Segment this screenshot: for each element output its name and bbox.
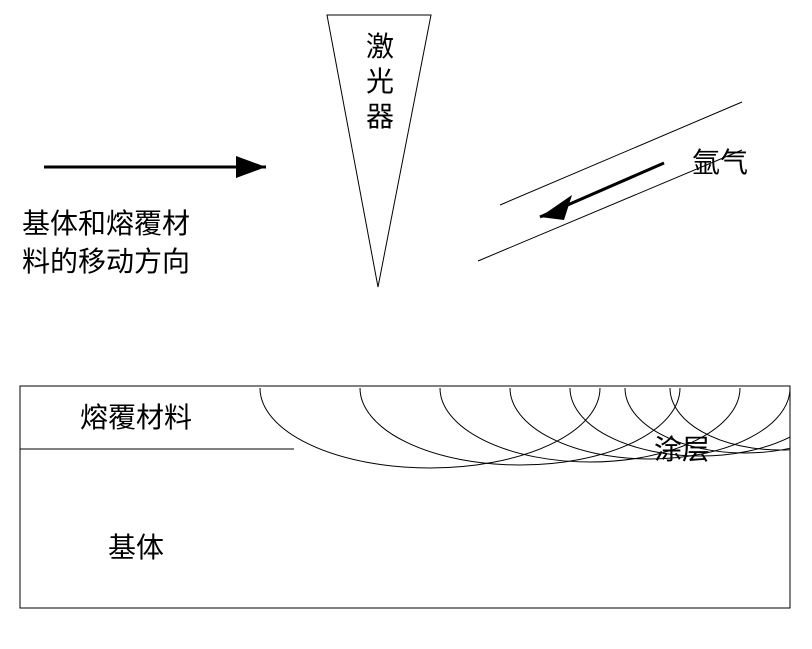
argon-label: 氩气	[692, 145, 748, 183]
argon-arrow-head	[540, 195, 572, 220]
melt-arc	[260, 388, 600, 468]
cladding-material-label: 熔覆材料	[80, 400, 192, 438]
laser-label: 激光器	[362, 30, 398, 135]
move-arrow-head	[236, 156, 266, 178]
melt-arc	[510, 388, 790, 459]
melt-pool-arcs	[260, 388, 812, 468]
movement-direction-label: 基体和熔覆材料的移动方向	[22, 206, 190, 282]
movement-direction-label-line1: 基体和熔覆材	[22, 206, 190, 244]
coating-label: 涂层	[654, 432, 710, 470]
movement-direction-label-line2: 料的移动方向	[22, 244, 190, 282]
substrate-label: 基体	[108, 530, 164, 568]
